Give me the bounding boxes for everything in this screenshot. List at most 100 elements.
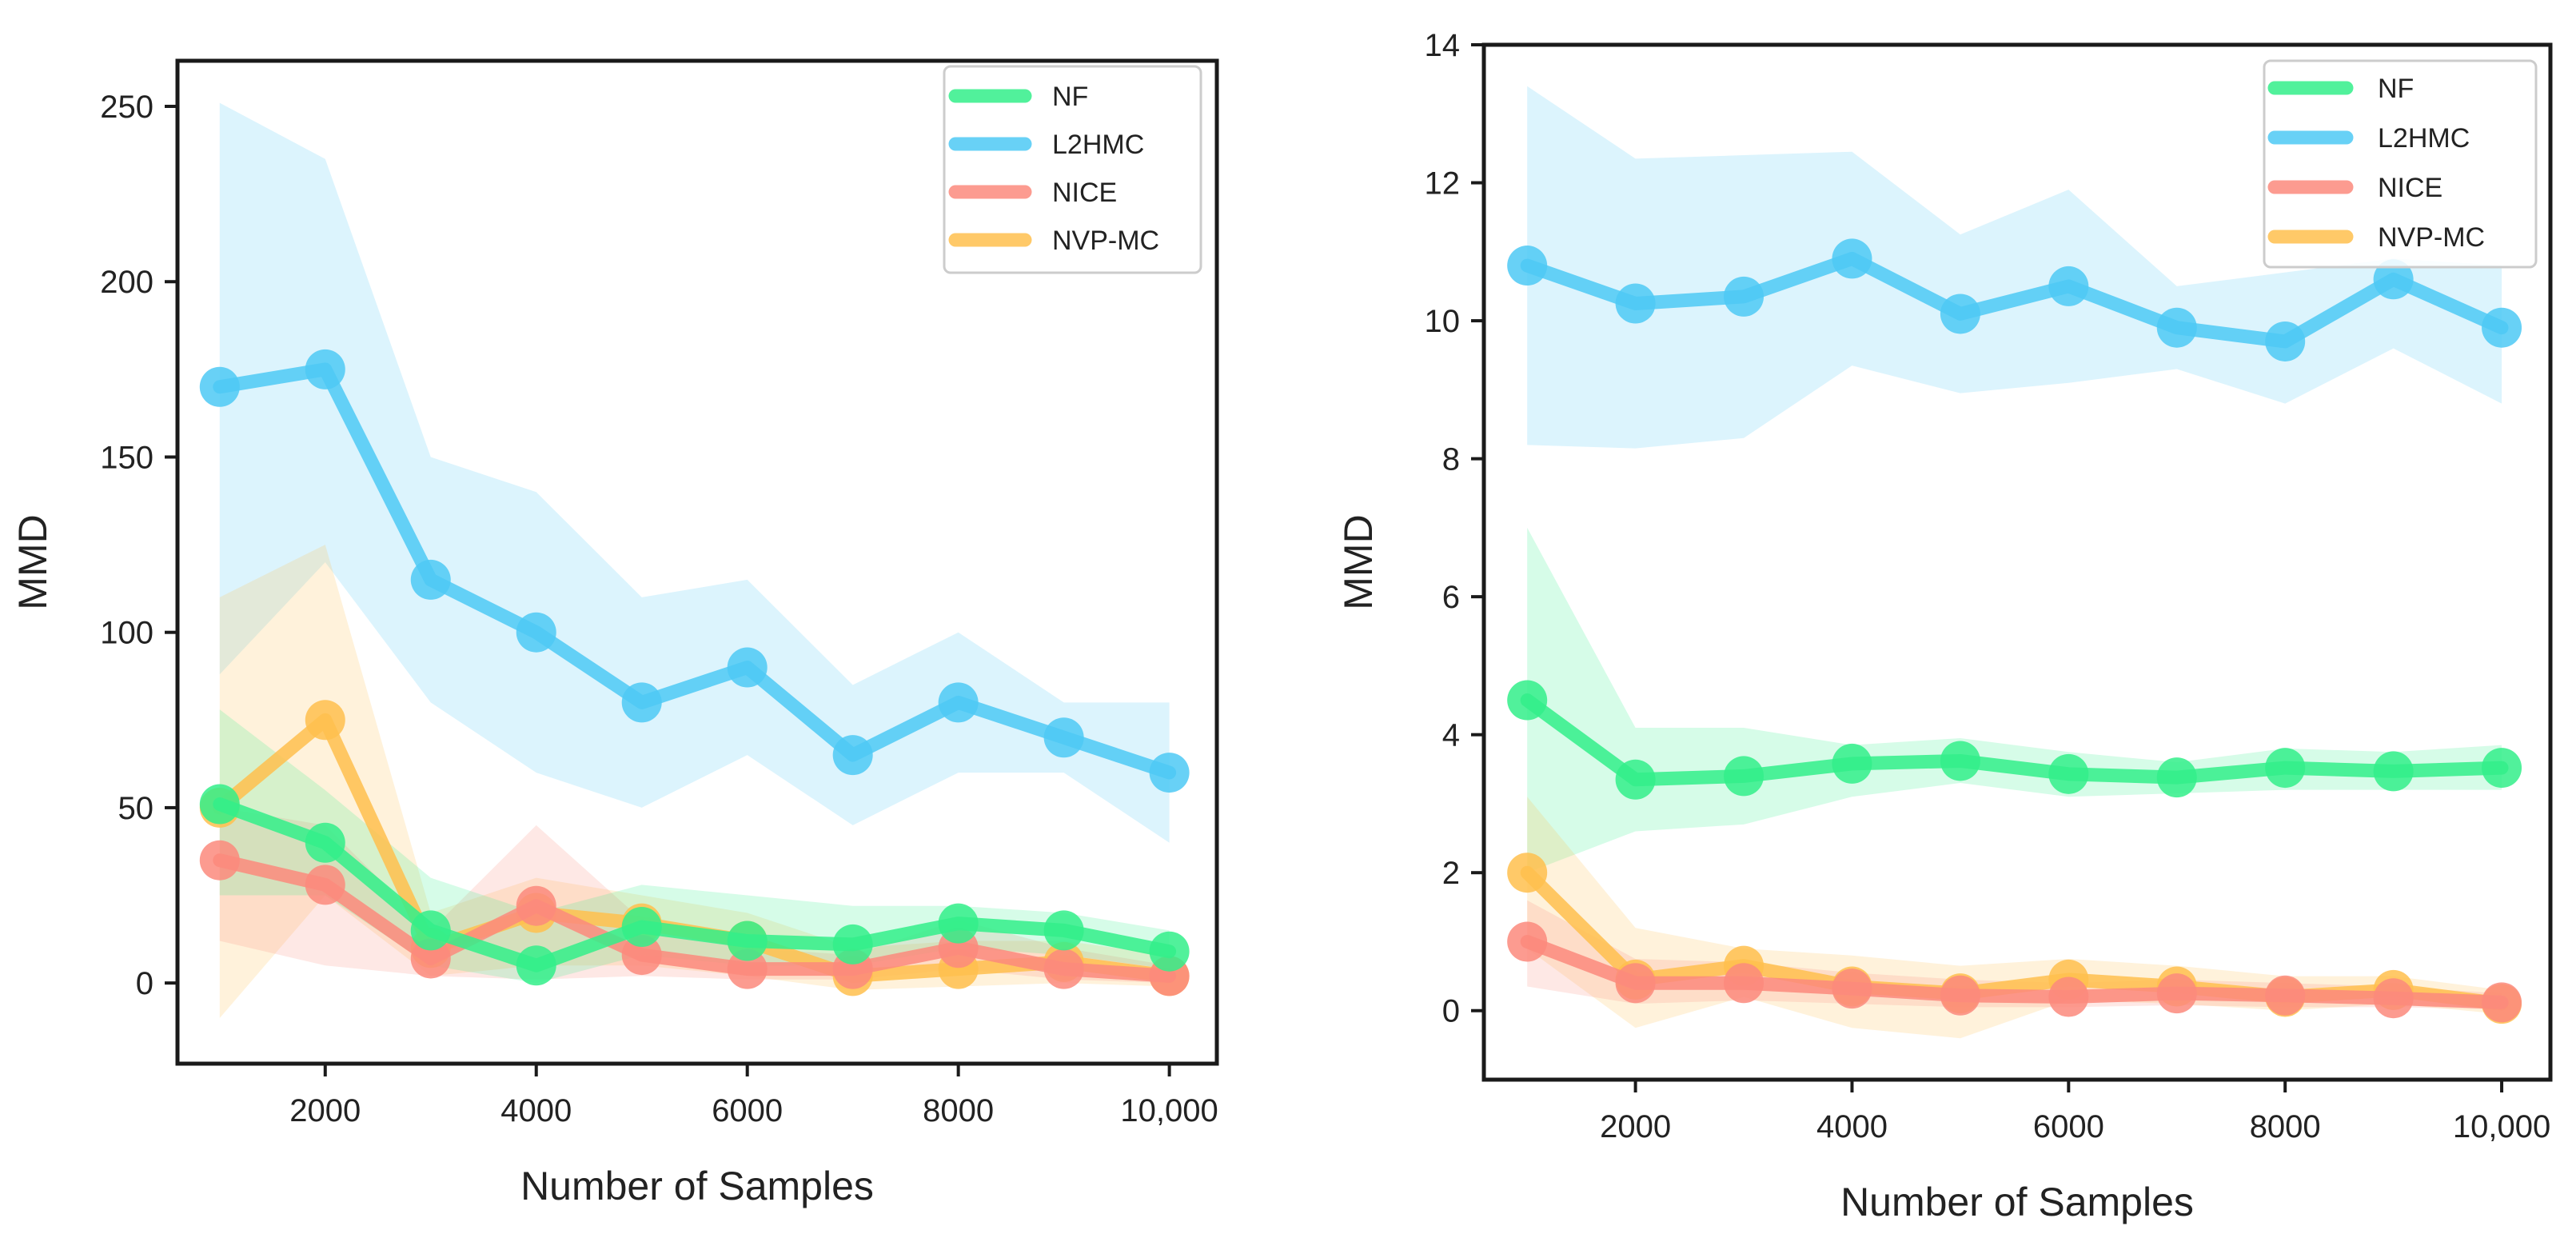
data-point-l2hmc [1940,294,1980,334]
band-nf [219,709,1170,984]
y-tick-label: 8 [1442,442,1460,477]
data-point-l2hmc [621,682,662,723]
data-point-nf [1940,741,1980,781]
data-point-nf [1149,931,1190,972]
data-point-nf [1724,756,1765,797]
data-point-nice [2373,978,2414,1019]
legend: NF L2HMC NICE NVP-MC [943,65,1202,274]
data-point-nf [305,822,345,863]
chart-panel-1: 2000 4000 6000 8000 10,000 0 50 100 150 200 250 Num… [10,58,1219,1208]
data-point-l2hmc [2373,259,2414,300]
x-tick-label: 10,000 [1120,1093,1218,1128]
data-point-nice [1940,975,1980,1016]
axes-frame [1481,42,2553,1082]
data-point-l2hmc [1724,276,1765,317]
data-point-l2hmc [410,559,451,600]
data-point-l2hmc [1615,283,1656,324]
data-point-nf [1832,743,1872,784]
band-l2hmc [1527,86,2502,449]
data-point-nice [2156,973,2197,1014]
data-point-l2hmc [938,682,979,723]
band-nf [1527,527,2502,873]
legend-label-l2hmc: L2HMC [1052,130,1144,160]
data-point-nice [410,938,451,979]
series-line-nf [1520,693,2509,787]
plot-area [199,102,1190,1018]
data-point-nvp-mc [1507,853,1548,893]
x-tick-label: 8000 [923,1093,994,1128]
data-point-nf [1615,759,1656,800]
series-line-nf [213,797,1177,972]
x-tick-label: 2000 [289,1093,361,1128]
y-tick-label: 10 [1425,304,1461,339]
legend-label-nvp-mc: NVP-MC [1052,226,1159,256]
y-tick-label: 150 [100,440,154,475]
data-point-nf [832,924,873,964]
chart-panel-2: 2000 4000 6000 8000 10,000 0 2 4 6 8 10 12 14 Number … [1336,28,2553,1224]
data-point-nice [727,948,768,989]
y-tick-label: 250 [100,90,154,125]
x-tick-label: 10,000 [2453,1109,2550,1144]
data-point-nf [2373,751,2414,792]
y-tick-label: 100 [100,616,154,651]
series-line-nice [1520,934,2509,1009]
data-point-l2hmc [2048,266,2089,306]
data-point-nf [938,903,979,944]
data-point-nice [1615,963,1656,1004]
data-point-l2hmc [2265,321,2306,361]
x-tick-label: 4000 [500,1093,572,1128]
data-point-nice [1724,963,1765,1004]
data-point-nf [621,907,662,947]
data-point-nice [2482,982,2522,1023]
data-point-nice [621,935,662,976]
y-tick-label: 0 [1442,994,1460,1029]
legend: NF L2HMC NICE NVP-MC [2263,59,2538,269]
legend-label-nice: NICE [2378,173,2442,203]
data-point-nice [1832,968,1872,1009]
y-tick-label: 50 [118,791,154,826]
data-point-nf [2048,753,2089,794]
data-point-nf [2156,757,2197,798]
data-point-nvp-mc [305,700,345,741]
y-tick-label: 200 [100,265,154,300]
data-point-nice [1043,948,1084,989]
data-point-l2hmc [1507,246,1548,286]
data-point-l2hmc [1043,717,1084,758]
data-point-l2hmc [199,366,240,407]
legend-label-l2hmc: L2HMC [2378,123,2470,154]
data-point-nf [1507,680,1548,721]
x-axis-title: Number of Samples [520,1164,874,1208]
data-point-nf [2265,748,2306,789]
x-tick-label: 6000 [712,1093,783,1128]
y-tick-label: 4 [1442,718,1460,753]
series-line-l2hmc [1520,251,2509,349]
plot-area [1507,86,2522,1039]
data-point-l2hmc [305,349,345,389]
legend-label-nvp-mc: NVP-MC [2378,222,2485,253]
data-point-nice [2048,976,2089,1017]
data-point-nf [516,945,556,986]
data-point-l2hmc [2482,307,2522,348]
x-tick-label: 4000 [1816,1109,1888,1144]
data-point-l2hmc [1149,753,1190,793]
data-point-nice [305,865,345,905]
data-point-nf [410,910,451,951]
data-point-l2hmc [516,612,556,653]
x-tick-label: 8000 [2250,1109,2321,1144]
data-point-l2hmc [2156,307,2197,348]
data-point-nf [1043,910,1084,951]
y-tick-label: 6 [1442,580,1460,615]
legend-label-nf: NF [2378,74,2414,104]
x-tick-label: 2000 [1600,1109,1671,1144]
y-tick-label: 0 [136,966,154,1001]
data-point-nice [199,840,240,881]
axes-frame [175,58,1219,1066]
data-point-l2hmc [832,735,873,776]
data-point-nice [2265,975,2306,1016]
data-point-nf [199,784,240,825]
data-point-nf [727,921,768,961]
legend-label-nice: NICE [1052,178,1117,208]
y-axis-title: MMD [10,514,55,609]
y-tick-label: 12 [1425,166,1461,202]
